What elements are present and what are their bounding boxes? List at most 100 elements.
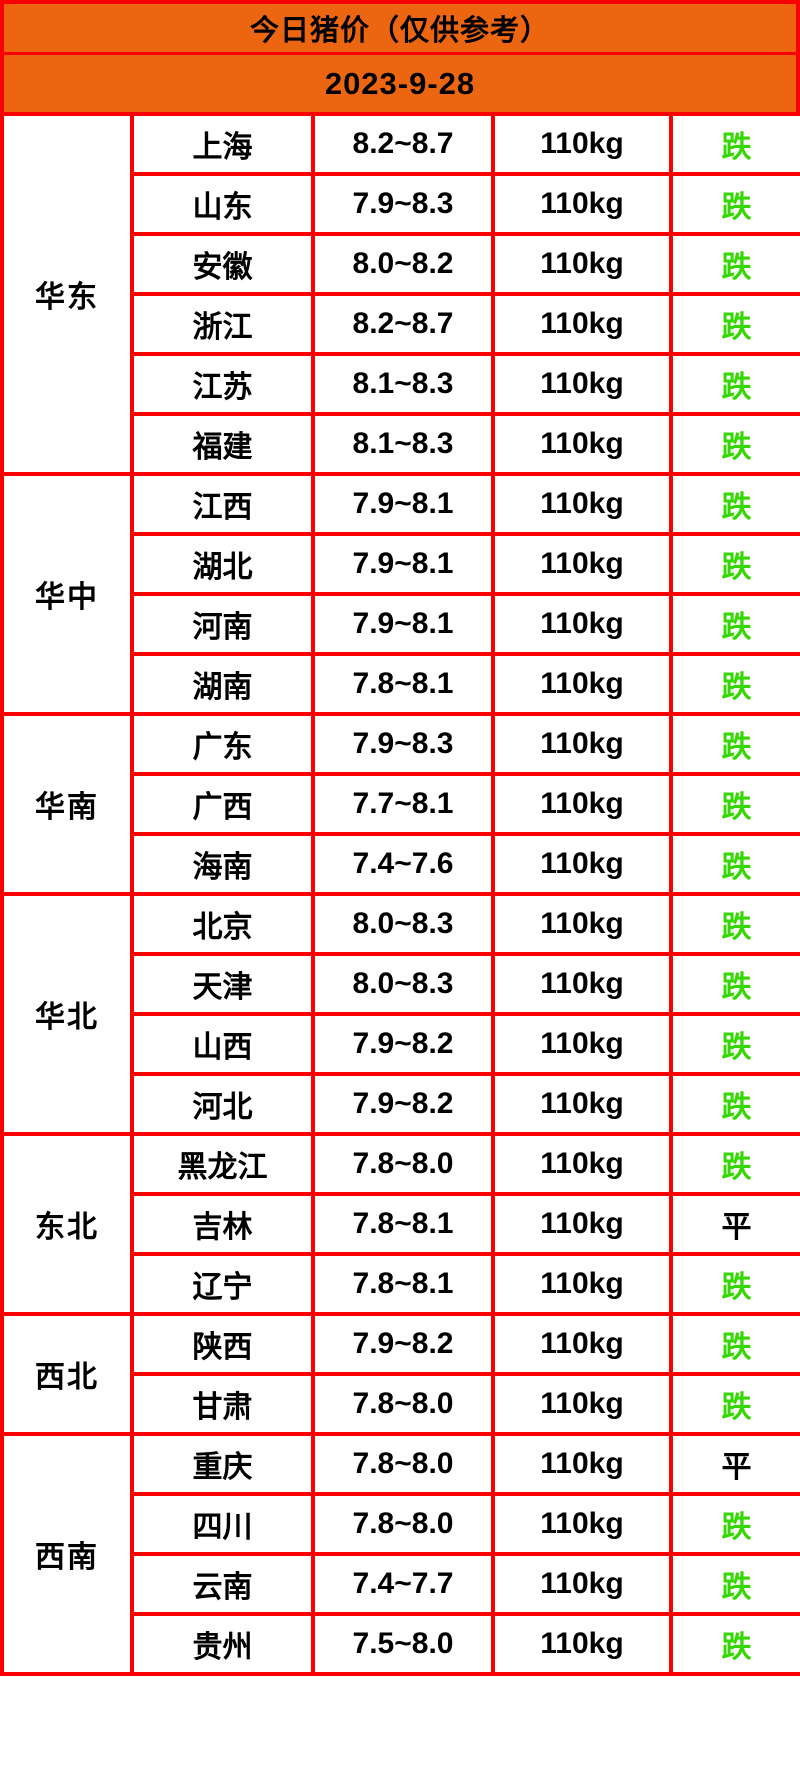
table-row: 云南 7.4~7.7 110kg 跌 bbox=[2, 1552, 800, 1616]
table-row: 河北 7.9~8.2 110kg 跌 bbox=[2, 1072, 800, 1136]
table-row: 山西 7.9~8.2 110kg 跌 bbox=[2, 1012, 800, 1076]
price-cell: 7.8~8.0 bbox=[311, 1372, 495, 1436]
status-cell: 跌 bbox=[669, 112, 800, 176]
weight-cell: 110kg bbox=[491, 1132, 673, 1196]
price-cell: 7.8~8.1 bbox=[311, 1252, 495, 1316]
status-cell: 跌 bbox=[669, 232, 800, 296]
page-title: 今日猪价（仅供参考） bbox=[0, 0, 800, 55]
province-cell: 四川 bbox=[130, 1492, 315, 1556]
price-cell: 7.9~8.1 bbox=[311, 532, 495, 596]
price-cell: 8.0~8.2 bbox=[311, 232, 495, 296]
province-cell: 湖北 bbox=[130, 532, 315, 596]
status-cell: 跌 bbox=[669, 1252, 800, 1316]
table-row: 安徽 8.0~8.2 110kg 跌 bbox=[2, 232, 800, 296]
table-row: 华中 江西 7.9~8.1 110kg 跌 bbox=[0, 472, 800, 716]
status-cell: 平 bbox=[669, 1432, 800, 1496]
region-cell: 西北 bbox=[0, 1312, 134, 1436]
price-cell: 7.9~8.2 bbox=[311, 1072, 495, 1136]
price-cell: 7.8~8.0 bbox=[311, 1492, 495, 1556]
weight-cell: 110kg bbox=[491, 772, 673, 836]
weight-cell: 110kg bbox=[491, 1612, 673, 1676]
table-row: 湖北 7.9~8.1 110kg 跌 bbox=[2, 532, 800, 596]
weight-cell: 110kg bbox=[491, 652, 673, 716]
weight-cell: 110kg bbox=[491, 892, 673, 956]
weight-cell: 110kg bbox=[491, 832, 673, 896]
table-row: 浙江 8.2~8.7 110kg 跌 bbox=[2, 292, 800, 356]
status-cell: 跌 bbox=[669, 1012, 800, 1076]
province-cell: 云南 bbox=[130, 1552, 315, 1616]
table-row: 华东 上海 8.2~8.7 110kg 跌 bbox=[0, 112, 800, 476]
table-row: 湖南 7.8~8.1 110kg 跌 bbox=[2, 652, 800, 716]
table-row: 吉林 7.8~8.1 110kg 平 bbox=[2, 1192, 800, 1256]
status-cell: 跌 bbox=[669, 1312, 800, 1376]
weight-cell: 110kg bbox=[491, 472, 673, 536]
price-cell: 8.0~8.3 bbox=[311, 952, 495, 1016]
province-cell: 上海 bbox=[130, 112, 315, 176]
province-cell: 福建 bbox=[130, 412, 315, 476]
weight-cell: 110kg bbox=[491, 172, 673, 236]
price-cell: 7.9~8.1 bbox=[311, 592, 495, 656]
table-row: 西北 陕西 7.9~8.2 110kg 跌 bbox=[0, 1312, 800, 1436]
table-row: 贵州 7.5~8.0 110kg 跌 bbox=[2, 1612, 800, 1676]
status-cell: 跌 bbox=[669, 472, 800, 536]
weight-cell: 110kg bbox=[491, 412, 673, 476]
price-cell: 7.9~8.2 bbox=[311, 1012, 495, 1076]
price-cell: 7.9~8.3 bbox=[311, 712, 495, 776]
table-row: 华北 北京 8.0~8.3 110kg 跌 bbox=[0, 892, 800, 1136]
price-cell: 7.9~8.1 bbox=[311, 472, 495, 536]
province-cell: 河南 bbox=[130, 592, 315, 656]
province-cell: 北京 bbox=[130, 892, 315, 956]
status-cell: 跌 bbox=[669, 592, 800, 656]
status-cell: 跌 bbox=[669, 652, 800, 716]
status-cell: 跌 bbox=[669, 952, 800, 1016]
region-cell: 华北 bbox=[0, 892, 134, 1136]
province-cell: 贵州 bbox=[130, 1612, 315, 1676]
province-cell: 江苏 bbox=[130, 352, 315, 416]
status-cell: 跌 bbox=[669, 892, 800, 956]
province-cell: 山东 bbox=[130, 172, 315, 236]
province-cell: 陕西 bbox=[130, 1312, 315, 1376]
region-cell: 东北 bbox=[0, 1132, 134, 1316]
price-cell: 7.4~7.7 bbox=[311, 1552, 495, 1616]
status-cell: 跌 bbox=[669, 292, 800, 356]
province-cell: 重庆 bbox=[130, 1432, 315, 1496]
weight-cell: 110kg bbox=[491, 352, 673, 416]
status-cell: 平 bbox=[669, 1192, 800, 1256]
province-cell: 山西 bbox=[130, 1012, 315, 1076]
price-cell: 8.1~8.3 bbox=[311, 352, 495, 416]
region-cell: 华中 bbox=[0, 472, 134, 716]
price-cell: 7.8~8.1 bbox=[311, 1192, 495, 1256]
province-cell: 甘肃 bbox=[130, 1372, 315, 1436]
weight-cell: 110kg bbox=[491, 1012, 673, 1076]
province-cell: 天津 bbox=[130, 952, 315, 1016]
price-cell: 8.2~8.7 bbox=[311, 292, 495, 356]
table-row: 海南 7.4~7.6 110kg 跌 bbox=[2, 832, 800, 896]
price-table: 华东 上海 8.2~8.7 110kg 跌山东 7.9~8.3 110kg 跌安徽 8.0~8.… bbox=[0, 112, 800, 1676]
province-cell: 安徽 bbox=[130, 232, 315, 296]
weight-cell: 110kg bbox=[491, 292, 673, 356]
price-cell: 8.0~8.3 bbox=[311, 892, 495, 956]
status-cell: 跌 bbox=[669, 352, 800, 416]
weight-cell: 110kg bbox=[491, 1432, 673, 1496]
table-row: 西南 重庆 7.8~8.0 110kg 平 bbox=[0, 1432, 800, 1676]
table-row: 福建 8.1~8.3 110kg 跌 bbox=[2, 412, 800, 476]
status-cell: 跌 bbox=[669, 1072, 800, 1136]
weight-cell: 110kg bbox=[491, 592, 673, 656]
price-table-body: 华东 上海 8.2~8.7 110kg 跌山东 7.9~8.3 110kg 跌安徽 8.0~8.… bbox=[0, 112, 800, 1676]
table-row: 四川 7.8~8.0 110kg 跌 bbox=[2, 1492, 800, 1556]
region-cell: 西南 bbox=[0, 1432, 134, 1676]
status-cell: 跌 bbox=[669, 1492, 800, 1556]
weight-cell: 110kg bbox=[491, 712, 673, 776]
weight-cell: 110kg bbox=[491, 1072, 673, 1136]
status-cell: 跌 bbox=[669, 832, 800, 896]
table-row: 天津 8.0~8.3 110kg 跌 bbox=[2, 952, 800, 1016]
status-cell: 跌 bbox=[669, 1132, 800, 1196]
date-label: 2023-9-28 bbox=[0, 55, 800, 112]
region-cell: 华南 bbox=[0, 712, 134, 896]
province-cell: 浙江 bbox=[130, 292, 315, 356]
table-row: 河南 7.9~8.1 110kg 跌 bbox=[2, 592, 800, 656]
table-row: 东北 黑龙江 7.8~8.0 110kg 跌 bbox=[0, 1132, 800, 1316]
status-cell: 跌 bbox=[669, 712, 800, 776]
price-cell: 7.9~8.3 bbox=[311, 172, 495, 236]
